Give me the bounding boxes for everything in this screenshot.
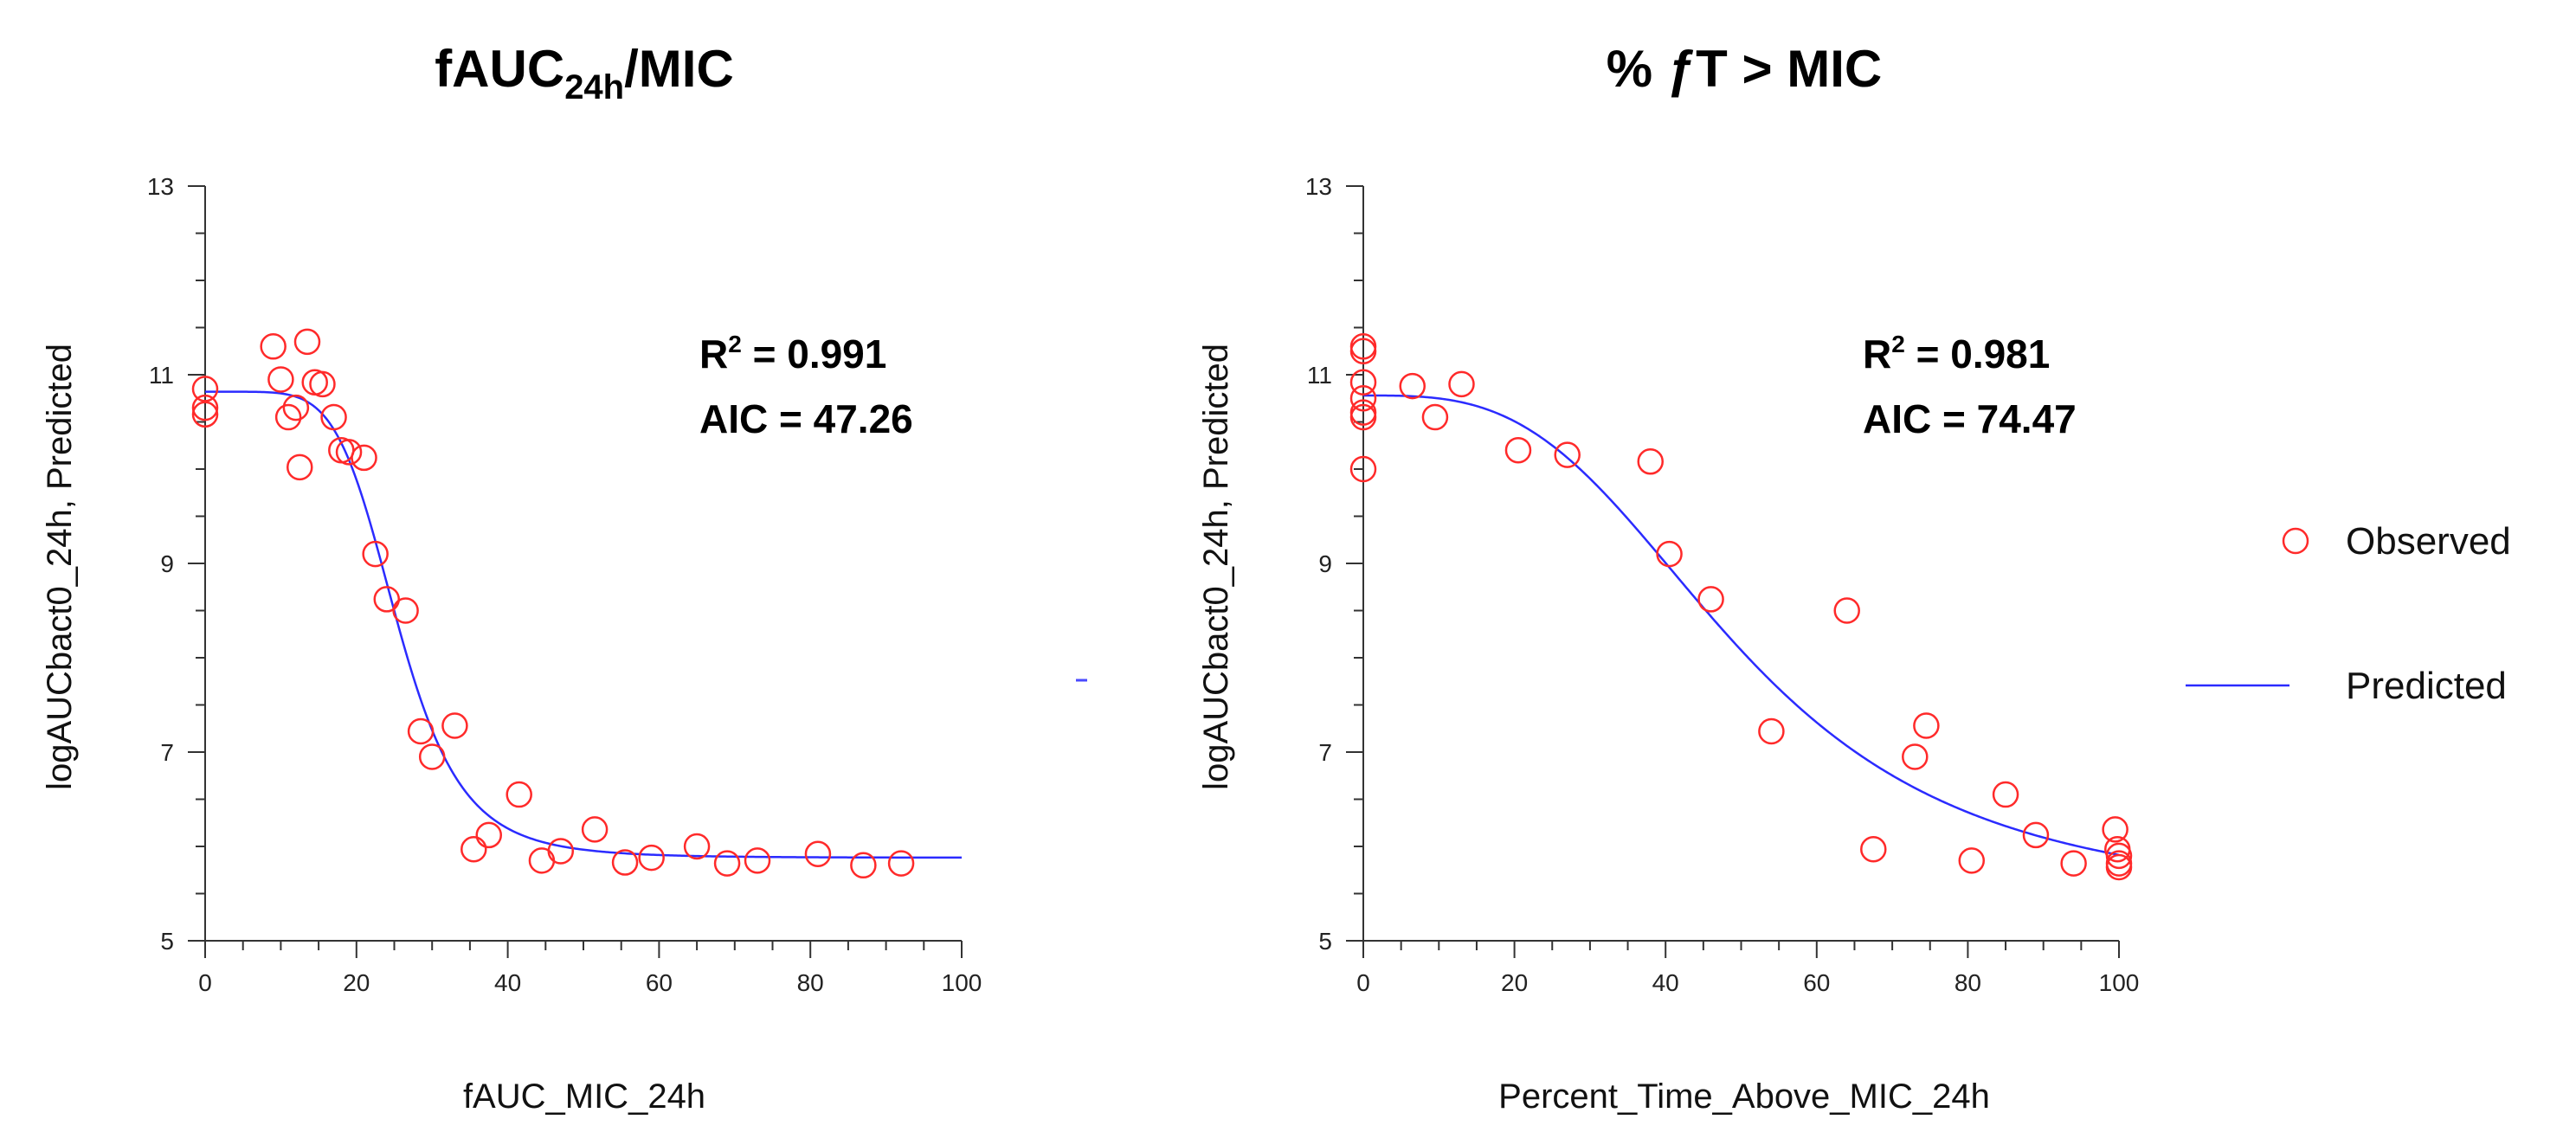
chart1-x-tick-label: 100 <box>942 969 982 996</box>
chart1-observed-point <box>547 838 575 865</box>
chart2-y-tick-label: 11 <box>1307 362 1332 389</box>
chart1-observed-point <box>362 540 389 568</box>
chart2-observed-point <box>2060 850 2087 877</box>
chart2-y-tick-label: 13 <box>1305 173 1332 200</box>
chart2-observed-point <box>1399 372 1426 400</box>
chart1-observed-point <box>309 370 336 398</box>
chart1-observed-point <box>418 743 446 770</box>
legend-predicted-label: Predicted <box>2346 665 2507 707</box>
chart1-observed-point <box>638 844 665 872</box>
legend-observed-label: Observed <box>2346 520 2511 563</box>
chart1-observed-point <box>282 394 310 421</box>
chart1-aic: AIC = 47.26 <box>699 396 913 441</box>
chart1-observed-point <box>191 394 219 421</box>
chart1-observed-point <box>191 376 219 402</box>
chart1-observed-point <box>611 849 639 876</box>
chart2-x-tick-label: 40 <box>1652 969 1679 996</box>
chart2-x-tick-label: 100 <box>2099 969 2140 996</box>
chart1-y-tick-label: 13 <box>147 173 174 200</box>
chart1-observed-point <box>581 816 609 843</box>
chart1-r2: R2 = 0.991 <box>699 331 886 376</box>
chart1-observed-point <box>293 328 321 356</box>
chart1-observed-point <box>683 833 711 860</box>
chart2-observed-point <box>1349 455 1377 483</box>
chart1-ylabel: logAUCbact0_24h, Predicted <box>41 344 79 790</box>
chart1-y-tick-label: 7 <box>160 739 174 766</box>
chart2-x-tick-label: 80 <box>1955 969 1981 996</box>
chart2-y-tick-label: 5 <box>1318 928 1332 955</box>
chart1-observed-point <box>441 712 468 739</box>
chart1-xlabel: fAUC_MIC_24h <box>463 1077 705 1116</box>
chart2-y-tick-label: 9 <box>1318 550 1332 577</box>
chart2-observed-point <box>1349 369 1377 396</box>
chart2-observed-point <box>1992 781 2019 808</box>
chart2-ylabel: logAUCbact0_24h, Predicted <box>1197 344 1235 790</box>
chart2-x-tick-label: 60 <box>1803 969 1830 996</box>
chart2-observed-point <box>2105 842 2133 870</box>
chart2-plot-area: 0 20 40 60 80 100 5 7 9 11 13 <box>1305 173 2140 996</box>
chart1-observed-point <box>320 403 347 431</box>
chart2-observed-point <box>1421 403 1449 431</box>
chart2-title: % ƒT > MIC <box>1607 40 1882 98</box>
chart2-observed-point <box>1958 847 1986 874</box>
chart2-xlabel: Percent_Time_Above_MIC_24h <box>1498 1077 1990 1116</box>
legend: Observed Predicted <box>2186 520 2511 707</box>
chart1-observed-point <box>351 444 377 472</box>
chart2-observed-point <box>1902 743 1929 770</box>
chart1-observed-point <box>335 439 363 466</box>
chart1-plot-area: 0 20 40 60 80 100 5 7 9 11 13 <box>147 173 982 996</box>
chart1-observed-point <box>744 847 771 874</box>
chart2-observed-point <box>1349 385 1377 412</box>
chart2-x-tick-label: 0 <box>1356 969 1370 996</box>
chart1-y-tick-label: 9 <box>160 550 174 577</box>
chart1-observed-point <box>713 850 741 877</box>
chart1-observed-point <box>267 366 294 393</box>
chart1-y-tick-label: 11 <box>149 362 174 389</box>
chart2-observed-point <box>1349 403 1377 431</box>
chart2-x-tick-label: 20 <box>1501 969 1528 996</box>
chart2-observed-point <box>1697 586 1724 613</box>
chart1-observed-point <box>804 840 832 867</box>
chart1-observed-point <box>373 586 401 613</box>
chart1-x-tick-label: 40 <box>494 969 521 996</box>
legend-observed-marker <box>2282 527 2309 555</box>
chart1-observed-point <box>191 401 219 428</box>
chart1-x-tick-label: 80 <box>797 969 824 996</box>
chart2-observed-point <box>1349 338 1377 364</box>
chart2-observed-point <box>2102 816 2128 843</box>
chart2-observed-point <box>1913 712 1940 739</box>
chart2-predicted-line <box>1363 394 2120 857</box>
chart1-x-tick-label: 60 <box>646 969 673 996</box>
chart2-observed-point <box>1504 436 1532 464</box>
chart1-predicted-line <box>205 390 962 859</box>
chart2-observed-point <box>1637 448 1664 475</box>
chart1-observed-point <box>260 333 287 360</box>
chart1-observed-point <box>506 781 532 808</box>
chart2-observed-point <box>2105 853 2133 881</box>
chart2-observed-point <box>1860 836 1887 863</box>
chart1-observed-point <box>407 717 435 745</box>
chart2-y-tick-label: 7 <box>1318 739 1332 766</box>
chart1-x-tick-label: 20 <box>343 969 370 996</box>
chart2-observed-point <box>1448 370 1475 398</box>
chart1-observed-point <box>475 821 502 849</box>
chart1-x-tick-label: 0 <box>198 969 212 996</box>
chart2-r2: R2 = 0.981 <box>1863 331 2050 376</box>
chart1-title: fAUC24h/MIC <box>435 40 734 106</box>
chart1-observed-point <box>460 836 487 863</box>
chart1-observed-point <box>850 852 877 879</box>
chart1-observed-point <box>392 597 419 624</box>
chart2-observed-point <box>1554 441 1581 468</box>
chart2-observed-point <box>1758 717 1785 745</box>
chart2-observed-point <box>2022 821 2050 849</box>
chart1-observed-point <box>887 850 915 877</box>
chart2-observed-point <box>1656 540 1683 568</box>
chart1-observed-point <box>287 453 313 481</box>
chart2-observed-point <box>1833 597 1860 624</box>
chart1-observed-point <box>528 847 556 874</box>
chart1-observed-point <box>274 403 302 431</box>
chart1-y-tick-label: 5 <box>160 928 174 955</box>
chart2-aic: AIC = 74.47 <box>1863 396 2077 441</box>
